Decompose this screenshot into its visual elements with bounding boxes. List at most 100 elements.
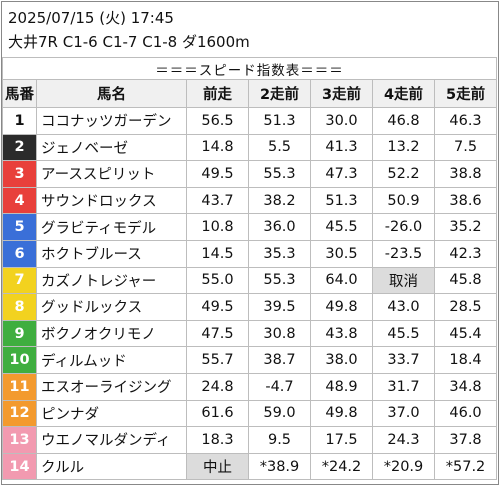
speed-index-value: 38.0 xyxy=(310,346,373,374)
column-header-last-race: 前走 xyxy=(186,79,249,108)
speed-index-value: 45.5 xyxy=(372,319,435,348)
horse-name: エスオーライジング xyxy=(36,372,187,401)
horse-name: グラビティモデル xyxy=(36,213,187,241)
speed-index-value: 45.8 xyxy=(433,266,498,295)
speed-index-value: 36.0 xyxy=(248,213,311,241)
column-header-horse-name: 馬名 xyxy=(36,79,187,108)
horse-number: 3 xyxy=(2,160,37,188)
horse-number: 13 xyxy=(2,426,37,454)
speed-index-value: 30.8 xyxy=(248,319,311,348)
speed-index-value: 55.7 xyxy=(186,346,249,374)
table-row: 3 アーススピリット 49.5 55.3 47.3 52.2 38.8 xyxy=(2,160,498,188)
speed-index-value: 55.3 xyxy=(248,160,311,188)
speed-index-value: 41.3 xyxy=(310,133,373,162)
speed-index-value: 64.0 xyxy=(310,266,373,295)
speed-index-value: 45.4 xyxy=(433,319,498,348)
speed-index-value: 14.8 xyxy=(186,133,249,162)
horse-name: ピンナダ xyxy=(36,399,187,428)
horse-number: 7 xyxy=(2,266,37,295)
horse-name: ココナッツガーデン xyxy=(36,107,187,135)
speed-index-value: *20.9 xyxy=(372,452,435,481)
speed-index-value: *57.2 xyxy=(433,452,498,481)
horse-number: 9 xyxy=(2,319,37,348)
speed-index-value: 49.5 xyxy=(186,293,249,321)
speed-index-value: 49.8 xyxy=(310,293,373,321)
horse-name: クルル xyxy=(36,452,187,481)
speed-index-value: 38.8 xyxy=(433,160,498,188)
table-row: 2 ジェノベーゼ 14.8 5.5 41.3 13.2 7.5 xyxy=(2,133,498,162)
speed-index-value: 18.3 xyxy=(186,426,249,454)
speed-index-value: 中止 xyxy=(186,452,249,481)
speed-index-value: 56.5 xyxy=(186,107,249,135)
horse-name: グッドルックス xyxy=(36,293,187,321)
table-row: 11 エスオーライジング 24.8 -4.7 48.9 31.7 34.8 xyxy=(2,372,498,401)
horse-number: 4 xyxy=(2,186,37,215)
table-title-row: ＝＝＝スピード指数表＝＝＝ xyxy=(1,57,498,80)
column-header-2-races-ago: 2走前 xyxy=(248,79,311,108)
speed-index-value: 46.8 xyxy=(372,107,435,135)
table-row: 1 ココナッツガーデン 56.5 51.3 30.0 46.8 46.3 xyxy=(2,107,498,135)
speed-index-value: 37.0 xyxy=(372,399,435,428)
table-row: 5 グラビティモデル 10.8 36.0 45.5 -26.0 35.2 xyxy=(2,213,498,241)
speed-index-value: 43.0 xyxy=(372,293,435,321)
column-header-5-races-ago: 5走前 xyxy=(433,79,498,108)
speed-index-value: *24.2 xyxy=(310,452,373,481)
speed-index-value: 43.8 xyxy=(310,319,373,348)
speed-index-value: 46.0 xyxy=(433,399,498,428)
speed-index-value: 61.6 xyxy=(186,399,249,428)
speed-index-value: 28.5 xyxy=(433,293,498,321)
speed-index-table: ＝＝＝スピード指数表＝＝＝ 馬番 馬名 前走 2走前 3走前 4走前 5走前 1… xyxy=(1,57,498,481)
speed-index-value: 34.8 xyxy=(433,372,498,401)
speed-index-value: 50.9 xyxy=(372,186,435,215)
horse-number: 11 xyxy=(2,372,37,401)
speed-index-value: 5.5 xyxy=(248,133,311,162)
speed-index-value: 30.5 xyxy=(310,239,373,268)
speed-index-value: 7.5 xyxy=(433,133,498,162)
table-row: 10 ディルムッド 55.7 38.7 38.0 33.7 18.4 xyxy=(2,346,498,374)
table-row: 6 ホクトブルース 14.5 35.3 30.5 -23.5 42.3 xyxy=(2,239,498,268)
column-header-4-races-ago: 4走前 xyxy=(372,79,435,108)
table-row: 12 ピンナダ 61.6 59.0 49.8 37.0 46.0 xyxy=(2,399,498,428)
table-header-row: 馬番 馬名 前走 2走前 3走前 4走前 5走前 xyxy=(2,79,498,108)
column-header-3-races-ago: 3走前 xyxy=(310,79,373,108)
horse-number: 1 xyxy=(2,107,37,135)
speed-index-value: *38.9 xyxy=(248,452,311,481)
speed-index-value: 17.5 xyxy=(310,426,373,454)
horse-number: 12 xyxy=(2,399,37,428)
speed-index-value: 35.3 xyxy=(248,239,311,268)
speed-index-value: 42.3 xyxy=(433,239,498,268)
speed-index-value: -23.5 xyxy=(372,239,435,268)
column-header-number: 馬番 xyxy=(2,79,37,108)
speed-index-value: 51.3 xyxy=(310,186,373,215)
speed-index-value: 46.3 xyxy=(433,107,498,135)
horse-number: 14 xyxy=(2,452,37,481)
horse-name: ボクノオクリモノ xyxy=(36,319,187,348)
speed-index-value: 51.3 xyxy=(248,107,311,135)
speed-index-value: 35.2 xyxy=(433,213,498,241)
speed-index-value: 18.4 xyxy=(433,346,498,374)
speed-index-value: 43.7 xyxy=(186,186,249,215)
speed-index-value: 49.5 xyxy=(186,160,249,188)
table-row: 13 ウエノマルダンディ 18.3 9.5 17.5 24.3 37.8 xyxy=(2,426,498,454)
date-time-label: 2025/07/15 (火) 17:45 xyxy=(8,9,174,27)
table-row: 8 グッドルックス 49.5 39.5 49.8 43.0 28.5 xyxy=(2,293,498,321)
horse-name: ホクトブルース xyxy=(36,239,187,268)
speed-index-value: 45.5 xyxy=(310,213,373,241)
horse-name: サウンドロックス xyxy=(36,186,187,215)
horse-number: 2 xyxy=(2,133,37,162)
horse-name: ウエノマルダンディ xyxy=(36,426,187,454)
speed-index-value: 59.0 xyxy=(248,399,311,428)
horse-name: カズノトレジャー xyxy=(36,266,187,295)
speed-index-value: 55.0 xyxy=(186,266,249,295)
speed-index-value: 49.8 xyxy=(310,399,373,428)
speed-index-value: 48.9 xyxy=(310,372,373,401)
speed-index-value: 30.0 xyxy=(310,107,373,135)
speed-index-value: 55.3 xyxy=(248,266,311,295)
table-row: 9 ボクノオクリモノ 47.5 30.8 43.8 45.5 45.4 xyxy=(2,319,498,348)
speed-index-value: 37.8 xyxy=(433,426,498,454)
horse-number: 10 xyxy=(2,346,37,374)
speed-index-value: 10.8 xyxy=(186,213,249,241)
speed-index-value: 39.5 xyxy=(248,293,311,321)
horse-number: 6 xyxy=(2,239,37,268)
speed-index-value: 52.2 xyxy=(372,160,435,188)
